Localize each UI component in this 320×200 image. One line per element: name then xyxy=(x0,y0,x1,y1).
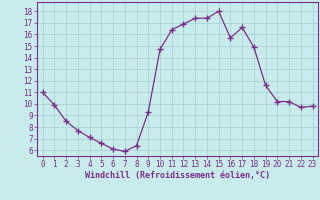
X-axis label: Windchill (Refroidissement éolien,°C): Windchill (Refroidissement éolien,°C) xyxy=(85,171,270,180)
